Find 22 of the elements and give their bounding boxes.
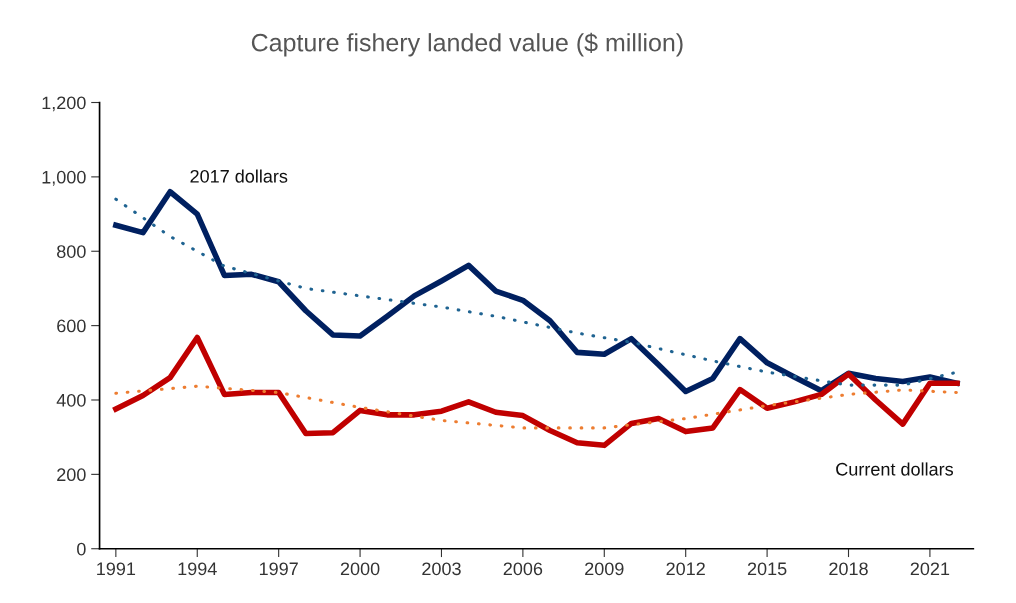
line-series bbox=[114, 384, 959, 430]
y-tick-label: 1,000 bbox=[42, 170, 86, 186]
x-tick-label: 1991 bbox=[97, 562, 136, 576]
series-label: 2017 dollars bbox=[190, 169, 288, 183]
x-tick-label: 2003 bbox=[422, 562, 461, 576]
chart-title: Capture fishery landed value ($ million) bbox=[251, 32, 683, 57]
x-tick-label: 2000 bbox=[340, 562, 380, 576]
x-tick-label: 2015 bbox=[747, 562, 787, 576]
y-tick-label: 200 bbox=[57, 468, 86, 482]
x-tick-label: 2009 bbox=[585, 562, 624, 576]
x-tick-label: 1997 bbox=[259, 562, 298, 576]
x-tick-label: 2018 bbox=[829, 562, 868, 576]
y-tick-label: 1,200 bbox=[42, 96, 86, 112]
text: Current dollars bbox=[836, 462, 954, 476]
x-tick-label: 2021 bbox=[910, 562, 950, 576]
y-tick-label: 0 bbox=[77, 542, 86, 556]
x-tick-label: 2006 bbox=[503, 562, 543, 576]
y-tick-label: 800 bbox=[57, 245, 86, 258]
y-tick-label: 600 bbox=[57, 319, 86, 333]
x-tick-label: 2012 bbox=[666, 562, 705, 576]
x-tick-label: 1994 bbox=[178, 562, 217, 576]
y-tick-label: 400 bbox=[56, 393, 86, 407]
